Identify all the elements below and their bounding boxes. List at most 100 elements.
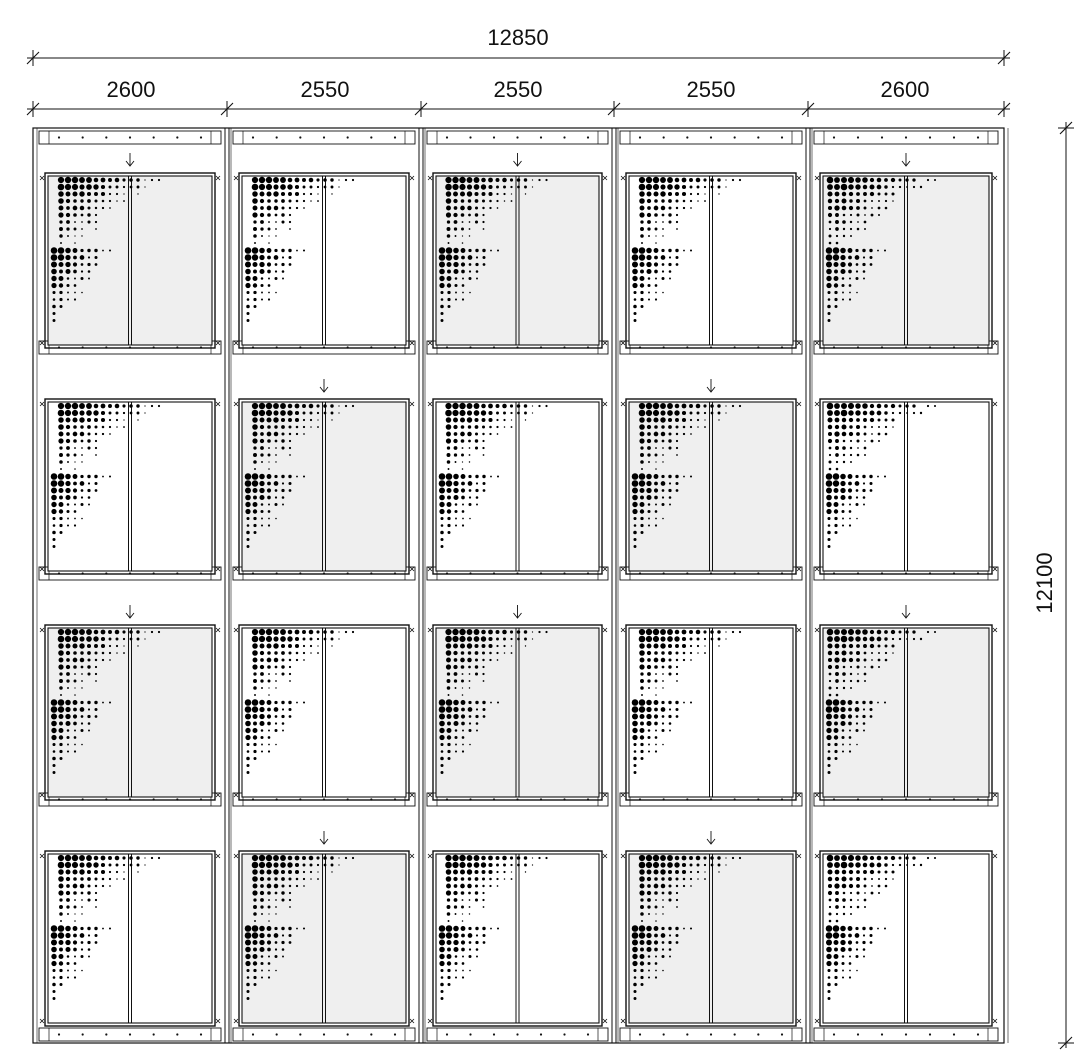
halftone-dot	[538, 178, 541, 182]
window-glazing	[47, 401, 213, 572]
halftone-dot	[639, 939, 645, 946]
halftone-dot	[330, 856, 334, 860]
fixing-dot	[105, 136, 108, 139]
halftone-dot	[275, 969, 277, 972]
halftone-dot	[65, 946, 71, 953]
halftone-dot	[281, 488, 285, 493]
halftone-dot	[64, 854, 72, 862]
window-unit	[427, 605, 608, 801]
halftone-dot	[857, 899, 859, 901]
halftone-dot	[848, 750, 852, 753]
halftone-dot	[828, 234, 832, 238]
halftone-dot	[452, 409, 459, 417]
halftone-dot	[704, 645, 706, 647]
halftone-dot	[827, 982, 831, 987]
window-glazing	[435, 853, 600, 1024]
halftone-dot	[660, 657, 666, 663]
halftone-dot	[294, 636, 300, 642]
halftone-dot	[308, 403, 314, 409]
halftone-dot	[862, 270, 866, 273]
halftone-dot	[475, 934, 479, 937]
halftone-dot	[632, 494, 638, 501]
halftone-dot	[848, 736, 852, 739]
halftone-dot	[251, 699, 259, 706]
halftone-dot	[65, 494, 71, 501]
halftone-dot	[653, 869, 659, 875]
halftone-dot	[467, 651, 472, 655]
halftone-dot	[639, 431, 645, 437]
halftone-dot	[87, 256, 91, 259]
halftone-dot	[94, 658, 98, 662]
halftone-dot	[447, 749, 451, 754]
halftone-dot	[653, 940, 659, 945]
halftone-dot	[87, 482, 91, 485]
halftone-dot	[150, 404, 154, 408]
halftone-dot	[655, 277, 657, 280]
halftone-dot	[94, 644, 98, 648]
halftone-dot	[631, 699, 639, 706]
halftone-dot	[503, 863, 506, 867]
spandrel-panel	[813, 1027, 999, 1042]
halftone-dot	[80, 728, 84, 733]
halftone-dot	[877, 658, 881, 662]
halftone-dot	[475, 940, 479, 945]
halftone-dot	[246, 742, 250, 747]
halftone-dot	[884, 637, 888, 641]
halftone-dot	[847, 854, 855, 862]
halftone-dot	[668, 884, 672, 888]
halftone-dot	[855, 629, 861, 635]
halftone-dot	[652, 176, 660, 184]
halftone-dot	[338, 631, 340, 633]
halftone-dot	[695, 403, 701, 409]
fixing-dot	[586, 136, 590, 139]
fixing-dot	[638, 1033, 642, 1036]
halftone-dot	[267, 213, 271, 217]
halftone-dot	[835, 213, 839, 217]
halftone-dot	[461, 453, 464, 457]
halftone-dot	[482, 680, 485, 682]
halftone-dot	[108, 475, 112, 478]
halftone-dot	[123, 193, 125, 195]
halftone-dot	[101, 432, 105, 436]
halftone-dot	[289, 454, 291, 456]
halftone-dot	[468, 213, 471, 217]
halftone-dot	[115, 411, 119, 415]
halftone-dot	[273, 933, 279, 938]
opening-arrow-head	[513, 612, 522, 619]
halftone-dot	[73, 524, 77, 527]
halftone-dot	[510, 878, 513, 880]
halftone-dot	[288, 474, 292, 479]
halftone-dot	[275, 228, 277, 230]
window-outer-frame	[238, 850, 410, 1027]
halftone-dot	[439, 268, 445, 275]
halftone-dot	[660, 629, 666, 635]
halftone-dot	[445, 854, 452, 862]
halftone-dot	[675, 220, 679, 224]
halftone-dot	[488, 629, 493, 635]
hinge-mark	[620, 566, 626, 572]
halftone-dot	[667, 629, 673, 635]
halftone-dot	[73, 425, 77, 429]
halftone-dot	[884, 884, 888, 888]
halftone-dot	[453, 876, 458, 882]
halftone-dot	[841, 643, 847, 649]
halftone-dot	[661, 496, 665, 499]
halftone-dot	[447, 920, 450, 922]
halftone-dot	[654, 227, 658, 231]
halftone-dot	[447, 297, 451, 302]
halftone-dot	[849, 503, 851, 506]
halftone-dot	[690, 207, 692, 209]
halftone-dot	[245, 720, 251, 727]
halftone-dot	[288, 220, 292, 224]
halftone-dot	[116, 426, 118, 428]
halftone-dot	[710, 856, 714, 860]
halftone-dot	[87, 658, 91, 662]
halftone-dot	[842, 743, 844, 746]
halftone-dot	[640, 453, 644, 457]
halftone-dot	[892, 426, 894, 428]
spandrel-panel	[232, 1027, 416, 1042]
halftone-dot	[252, 939, 258, 946]
halftone-dot	[468, 899, 471, 901]
halftone-dot	[79, 933, 85, 938]
hinge-mark	[796, 566, 802, 572]
